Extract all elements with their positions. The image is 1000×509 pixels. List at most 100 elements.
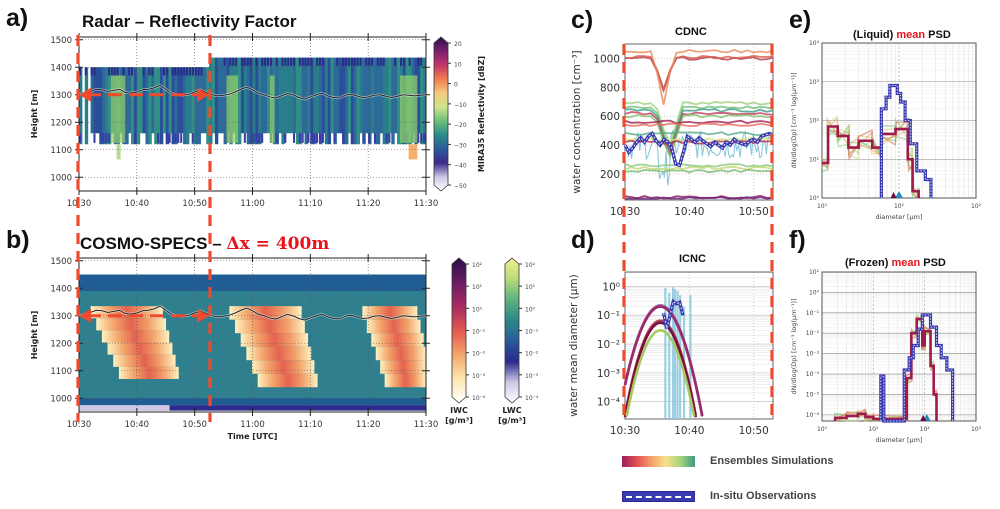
y-axis-label: Height [m] <box>30 90 39 139</box>
radar-echo-top <box>417 57 420 66</box>
colorbar-tick-label: −20 <box>454 122 467 129</box>
radar-echo-column <box>162 67 167 134</box>
radar-echo-column <box>327 57 332 145</box>
radar-echo-top <box>376 57 379 66</box>
lwc-drizzle-light <box>79 405 170 411</box>
radar-echo-column <box>159 67 164 145</box>
colorbar-tick-label: 10⁻³ <box>472 373 486 380</box>
x-tick-label: 10¹ <box>894 203 905 210</box>
radar-echo-column <box>368 57 372 145</box>
y-axis-label: water mean diameter (μm) <box>568 274 580 416</box>
radar-echo-column <box>376 57 381 145</box>
colorbar <box>433 36 449 192</box>
radar-echo-base <box>79 133 82 143</box>
x-tick-label: 10¹ <box>868 426 879 433</box>
radar-echo-column <box>185 67 190 145</box>
colorbar-tick-label: 10⁻² <box>472 351 486 358</box>
y-tick-label: 10⁻⁴ <box>806 371 820 378</box>
radar-echo-column <box>128 67 132 134</box>
radar-echo-column <box>333 57 337 145</box>
radar-echo-base <box>157 133 160 143</box>
colorbar-tick-label: 10⁻⁴ <box>525 395 539 402</box>
y-tick-label: 10⁻³ <box>597 368 620 380</box>
ensemble-line <box>624 165 774 171</box>
panel-label-d: d) <box>571 226 595 254</box>
y-tick-label: 10² <box>809 118 820 125</box>
radar-echo-top <box>191 67 194 76</box>
radar-echo-top <box>292 57 296 66</box>
x-tick-label: 10:50 <box>182 420 207 430</box>
panel-label-c: c) <box>571 6 594 34</box>
iwc-plume-step <box>257 373 318 388</box>
radar-precip-streak <box>110 75 126 143</box>
y-tick-label: 10⁴ <box>809 40 820 47</box>
observation-mean-dash <box>624 132 774 166</box>
y-tick-label: 10⁻² <box>806 330 820 337</box>
radar-echo-base <box>368 133 371 143</box>
radar-echo-top <box>223 57 226 66</box>
radar-echo-top <box>356 57 359 66</box>
panel-b-title-resolution: Δx = 400m <box>226 234 330 254</box>
panel-label-e: e) <box>789 6 812 34</box>
ensemble-line <box>624 111 774 157</box>
colorbar-tick-label: 10⁻² <box>525 351 539 358</box>
y-tick-label: 1100 <box>50 146 72 156</box>
iwc-plume-step <box>252 360 315 374</box>
panel-e-title-suffix: PSD <box>925 29 951 41</box>
y-tick-label: 1300 <box>50 312 72 322</box>
radar-echo-column <box>295 57 300 145</box>
y-tick-label: 10⁻³ <box>806 351 820 358</box>
radar-echo-column <box>287 57 291 134</box>
radar-echo-top <box>116 67 119 76</box>
radar-echo-column <box>93 67 97 134</box>
radar-echo-column <box>252 57 256 145</box>
radar-echo-base <box>191 133 194 143</box>
colorbar <box>504 257 520 404</box>
radar-echo-column <box>84 67 89 145</box>
radar-echo-top <box>353 57 356 66</box>
radar-echo-column <box>298 57 303 145</box>
radar-echo-base <box>105 133 108 143</box>
y-tick-label: 200 <box>600 169 620 181</box>
observation-line <box>661 298 685 329</box>
colorbar-tick-label: 10⁻¹ <box>472 329 486 336</box>
radar-echo-column <box>423 57 427 145</box>
y-tick-label: 10⁻¹ <box>597 310 620 322</box>
x-tick-label: 10:50 <box>739 206 769 218</box>
radar-echo-top <box>197 67 200 76</box>
panel-a-title: Radar – Reflectivity Factor <box>82 12 297 31</box>
radar-echo-base <box>313 133 316 143</box>
y-tick-label: 1400 <box>50 284 72 294</box>
radar-echo-column <box>382 57 387 145</box>
radar-echo-column <box>275 57 280 145</box>
observation-line <box>879 83 933 198</box>
y-tick-label: 10¹ <box>809 156 820 163</box>
ensemble-mean-line <box>822 125 920 198</box>
x-tick-label: 10:40 <box>674 206 704 218</box>
y-tick-label: 600 <box>600 111 620 123</box>
radar-echo-base <box>107 133 110 143</box>
radar-echo-base <box>350 133 353 143</box>
x-axis-label: Time [UTC] <box>228 432 278 441</box>
y-tick-label: 10⁻¹ <box>806 310 820 317</box>
colorbar-tick-label: 0 <box>454 82 458 89</box>
radar-echo-column <box>246 57 251 145</box>
ensemble-line <box>624 119 774 125</box>
x-tick-label: 10:50 <box>739 425 769 437</box>
radar-echo-top <box>255 57 258 66</box>
panel-label-b: b) <box>6 226 30 254</box>
radar-echo-column <box>304 57 308 145</box>
radar-echo-base <box>298 133 301 143</box>
x-tick-label: 11:10 <box>298 420 323 430</box>
colorbar-tick-label: 10⁰ <box>525 306 536 313</box>
radar-echo-top <box>371 57 374 66</box>
radar-echo-base <box>292 133 296 143</box>
ensemble-member-line <box>820 117 921 200</box>
radar-echo-base <box>316 133 319 143</box>
radar-echo-column <box>79 67 83 145</box>
colorbar-tick-label: 10⁻³ <box>525 373 539 380</box>
radar-echo-base <box>417 133 420 143</box>
colorbar-tick-label: 10¹ <box>472 284 483 291</box>
panel-label-f: f) <box>789 226 806 254</box>
y-axis-label: Height [m] <box>30 311 39 360</box>
